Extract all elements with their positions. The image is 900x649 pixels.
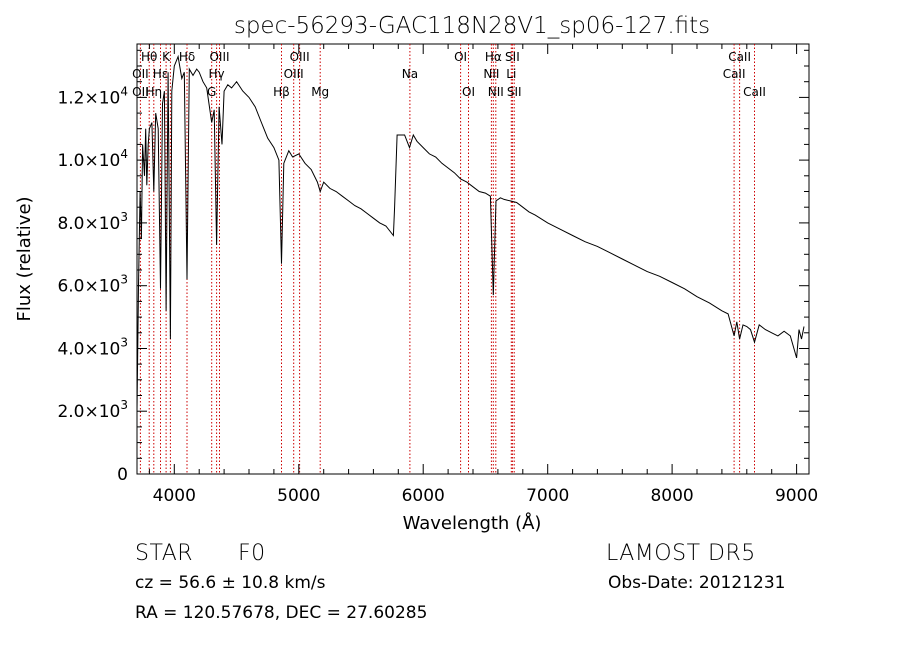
x-tick-label: 7000 xyxy=(526,486,569,506)
x-axis: 4000 5000 6000 7000 8000 9000 xyxy=(148,44,818,506)
line-label: SII xyxy=(505,50,520,64)
survey-name: LAMOST DR5 xyxy=(606,541,756,566)
y-tick-label: 0 xyxy=(117,465,128,485)
line-label: Hβ xyxy=(273,85,290,99)
y-axis: 0 2.0×103 4.0×103 6.0×103 8.0×103 1.0×104 1.2×… xyxy=(57,49,809,485)
line-label: NII xyxy=(483,67,499,81)
x-axis-label: Wavelength (Å) xyxy=(403,512,542,534)
line-label: CaII xyxy=(723,67,746,81)
x-tick-label: 5000 xyxy=(277,486,320,506)
line-marker-group xyxy=(139,44,755,474)
line-label: Hη xyxy=(145,85,162,99)
x-tick-label: 4000 xyxy=(153,486,196,506)
line-label: G xyxy=(207,85,216,99)
line-label: Hθ xyxy=(141,50,157,64)
line-label: OII xyxy=(132,85,149,99)
coordinates: RA = 120.57678, DEC = 27.60285 xyxy=(135,603,428,623)
object-type: STAR xyxy=(135,541,194,566)
line-label: SII xyxy=(507,85,522,99)
line-label: OIII xyxy=(290,50,310,64)
y-tick-label: 8.0×103 xyxy=(57,210,128,234)
redshift-cz: cz = 56.6 ± 10.8 km/s xyxy=(135,573,326,593)
y-tick-label: 2.0×103 xyxy=(57,398,128,422)
x-tick-label: 8000 xyxy=(650,486,693,506)
spectrum-series xyxy=(136,54,805,412)
line-label: K xyxy=(162,50,171,64)
line-label: OIII xyxy=(209,50,229,64)
x-tick-label: 9000 xyxy=(775,486,818,506)
y-tick-label: 1.2×104 xyxy=(57,84,128,108)
line-label: NII xyxy=(488,85,504,99)
line-label: Hδ xyxy=(179,50,195,64)
line-label: OIII xyxy=(284,67,304,81)
y-tick-label: 1.0×104 xyxy=(57,147,128,171)
y-tick-label: 6.0×103 xyxy=(57,273,128,297)
spectrum-chart: spec-56293-GAC118N28V1_sp06-127.fits Hθ K… xyxy=(14,13,818,534)
line-label: CaII xyxy=(743,85,766,99)
line-label: OI xyxy=(454,50,467,64)
chart-title: spec-56293-GAC118N28V1_sp06-127.fits xyxy=(234,13,710,39)
x-tick-label: 6000 xyxy=(402,486,445,506)
line-label: Hε xyxy=(153,67,169,81)
line-label: CaII xyxy=(728,50,751,64)
subclass: F0 xyxy=(238,541,266,566)
line-label: Hγ xyxy=(209,67,225,81)
obs-date: Obs-Date: 20121231 xyxy=(608,573,786,593)
y-tick-label: 4.0×103 xyxy=(57,336,128,360)
line-label: OI xyxy=(462,85,475,99)
line-label: Na xyxy=(402,67,418,81)
plot-frame xyxy=(136,43,810,475)
line-label: OII xyxy=(132,67,149,81)
line-label: Hα xyxy=(485,50,502,64)
line-label: Mg xyxy=(311,85,329,99)
line-label: Li xyxy=(506,67,516,81)
y-axis-label: Flux (relative) xyxy=(14,196,35,321)
